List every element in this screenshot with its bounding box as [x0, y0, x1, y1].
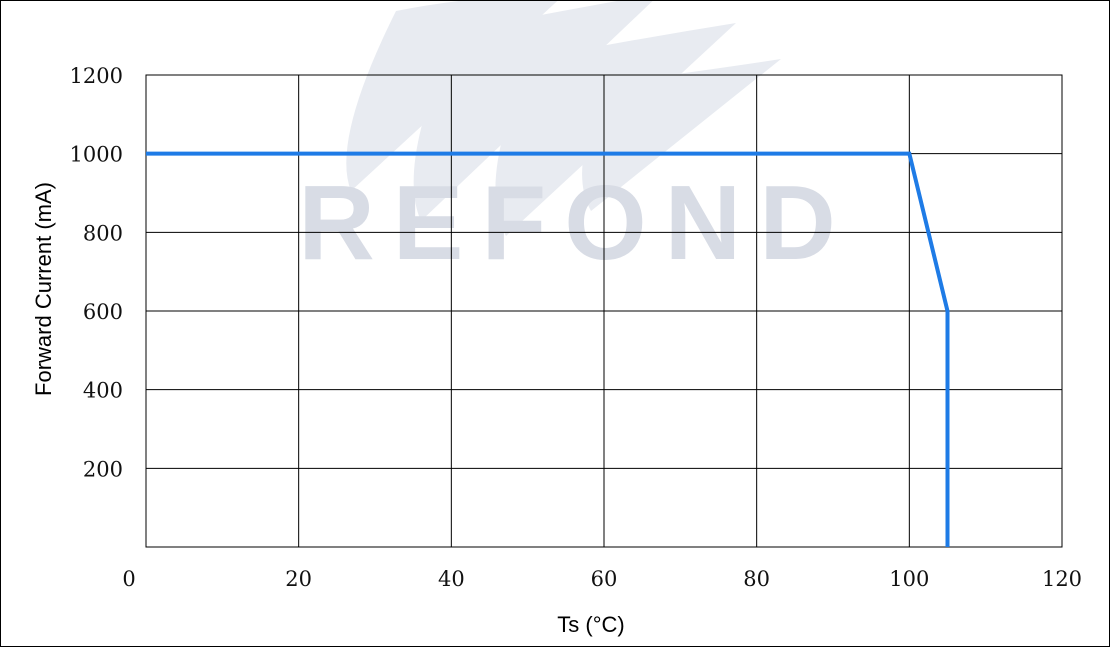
x-tick-label-60: 60	[591, 567, 618, 591]
y-tick-label-800: 800	[83, 221, 123, 245]
y-tick-label-400: 400	[83, 379, 123, 403]
y-axis-title: Forward Current (mA)	[31, 182, 56, 396]
y-tick-label-200: 200	[83, 457, 123, 481]
y-tick-label-1200: 1200	[70, 64, 123, 88]
x-axis-ticks: 0 20 40 60 80 100 120	[122, 567, 1082, 591]
refond-watermark: REFOND	[298, 1, 854, 282]
x-tick-label-100: 100	[889, 567, 929, 591]
x-tick-label-80: 80	[743, 567, 770, 591]
x-tick-label-20: 20	[285, 567, 312, 591]
x-tick-label-0: 0	[122, 567, 135, 591]
watermark-text: REFOND	[298, 164, 854, 282]
x-tick-label-40: 40	[438, 567, 465, 591]
y-axis-ticks: 200 400 600 800 1000 1200	[70, 64, 123, 481]
x-axis-title: Ts (°C)	[557, 612, 624, 637]
y-tick-label-1000: 1000	[70, 143, 123, 167]
x-tick-label-120: 120	[1042, 567, 1082, 591]
chart-grid	[146, 75, 1062, 547]
y-tick-label-600: 600	[83, 300, 123, 324]
